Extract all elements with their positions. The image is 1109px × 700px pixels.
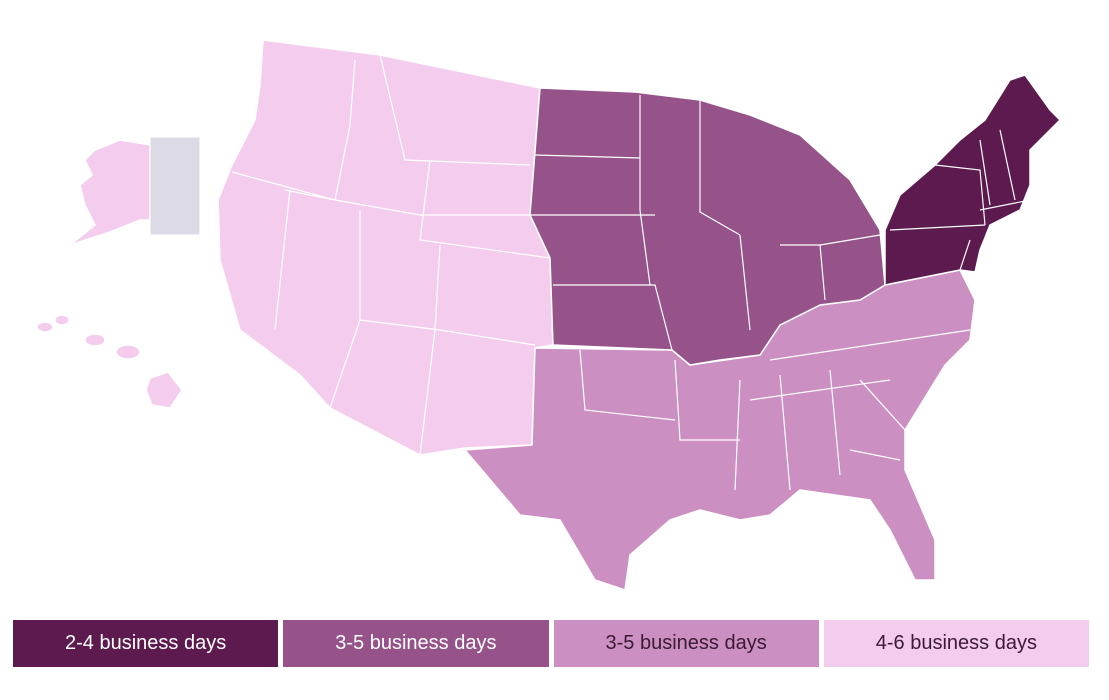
legend: 2-4 business days 3-5 business days 3-5 bu… (13, 620, 1089, 667)
legend-label: 3-5 business days (335, 632, 497, 654)
legend-item: 3-5 business days (283, 620, 549, 667)
legend-label: 3-5 business days (605, 632, 767, 654)
canada-patch (149, 136, 201, 236)
legend-label: 2-4 business days (65, 632, 227, 654)
state-borders (231, 54, 1031, 491)
legend-item: 2-4 business days (13, 620, 279, 667)
legend-item: 4-6 business days (823, 620, 1089, 667)
legend-item: 3-5 business days (553, 620, 819, 667)
northeast-region (884, 74, 1061, 286)
legend-label: 4-6 business days (875, 632, 1037, 654)
west-region (217, 39, 554, 456)
hawaii (36, 314, 183, 409)
us-map (36, 39, 1061, 591)
